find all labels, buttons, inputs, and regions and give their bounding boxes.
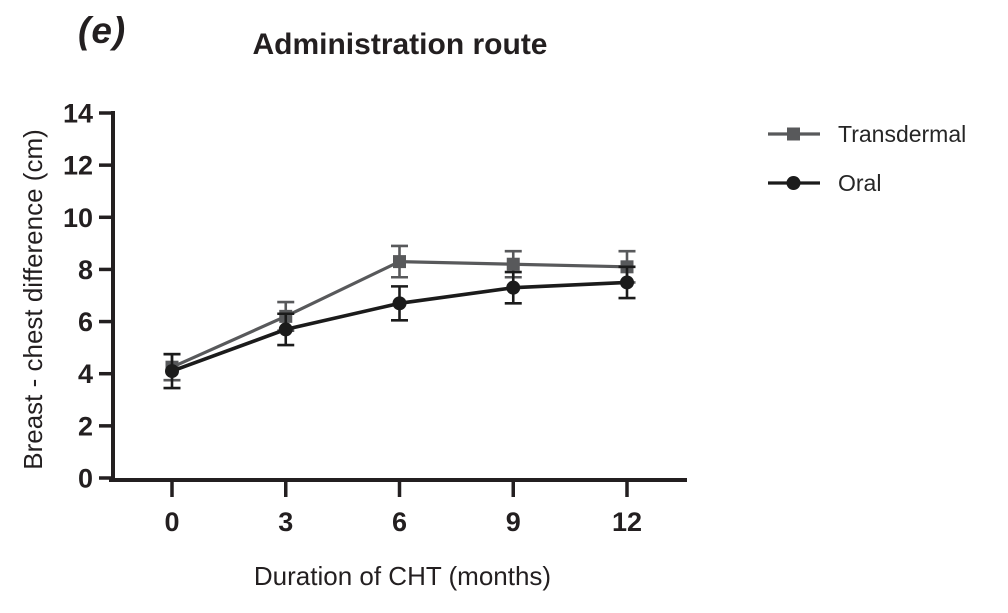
y-tick-label: 8 (78, 255, 93, 285)
x-tick-label: 0 (164, 507, 179, 537)
panel-label: (e) (78, 10, 127, 51)
data-point-square (393, 255, 406, 269)
legend-square-marker (787, 127, 800, 141)
y-tick-label: 4 (78, 359, 93, 389)
y-tick-label: 12 (63, 151, 93, 181)
legend-label: Transdermal (838, 120, 967, 147)
y-tick-label: 14 (63, 99, 93, 129)
series-oral (163, 265, 636, 390)
chart-title: Administration route (252, 28, 548, 61)
x-tick-label: 6 (392, 507, 407, 537)
y-tick-label: 10 (63, 203, 93, 233)
legend-label: Oral (838, 169, 882, 196)
x-axis-title: Duration of CHT (months) (254, 561, 551, 591)
x-tick-label: 3 (278, 507, 293, 537)
y-tick-label: 6 (78, 307, 93, 337)
data-point-circle (165, 364, 179, 379)
legend-marker-square-icon (768, 127, 820, 141)
legend-circle-marker (786, 176, 801, 190)
legend-item-oral: Oral (766, 165, 966, 201)
legend-item-transdermal: Transdermal (766, 116, 966, 152)
data-point-circle (506, 280, 521, 295)
y-axis-title: Breast - chest difference (cm) (18, 129, 48, 470)
chart-legend: Transdermal Oral (766, 116, 966, 201)
y-tick-label: 0 (78, 464, 93, 494)
data-point-circle (620, 275, 634, 290)
data-point-circle (278, 322, 293, 337)
y-tick-label: 2 (78, 411, 93, 441)
data-point-square (506, 257, 520, 271)
data-point-circle (392, 296, 407, 311)
x-tick-label: 9 (506, 507, 521, 537)
x-tick-label: 12 (612, 507, 642, 537)
legend-marker-circle-icon (768, 176, 820, 190)
